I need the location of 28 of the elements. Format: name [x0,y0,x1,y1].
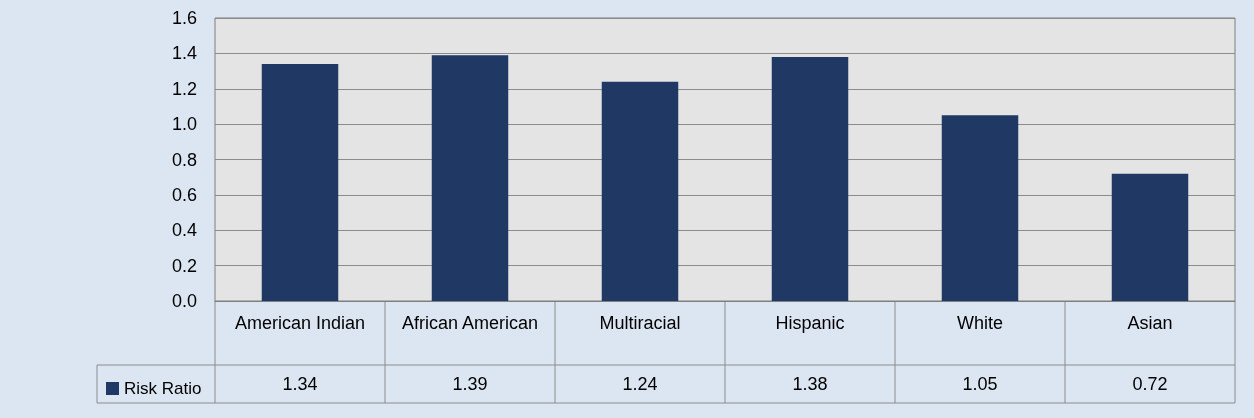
x-tick-label: American Indian [234,313,366,333]
y-tick-label: 1.2 [171,78,197,99]
y-tick-label: 1.0 [171,114,197,135]
bar [771,56,849,301]
y-tick-label: 0.8 [171,149,197,170]
data-label: 1.38 [792,374,828,394]
data-label: 1.39 [452,374,488,394]
bar [601,81,679,301]
y-tick-label: 0.6 [171,184,197,205]
bar [431,55,509,301]
data-label: 1.24 [622,374,658,394]
x-tick-label: African American [401,313,539,333]
data-label: 0.72 [1132,374,1168,394]
x-tick-label: White [956,313,1004,333]
y-tick-label: 0.2 [171,255,197,276]
y-tick-label: 0.4 [171,220,197,241]
y-tick-label: 1.6 [171,8,197,28]
data-label: 1.34 [282,374,318,394]
bar [941,115,1019,301]
x-tick-label: Asian [1127,313,1173,333]
y-tick-label: 0.0 [171,291,197,311]
bar [1111,173,1189,301]
x-tick-label: Multiracial [599,313,681,333]
y-tick-label: 1.4 [171,43,197,64]
x-tick-label: Hispanic [775,313,845,333]
data-label: 1.05 [962,374,998,394]
legend-label: Risk Ratio [124,379,202,398]
bar [261,63,339,301]
